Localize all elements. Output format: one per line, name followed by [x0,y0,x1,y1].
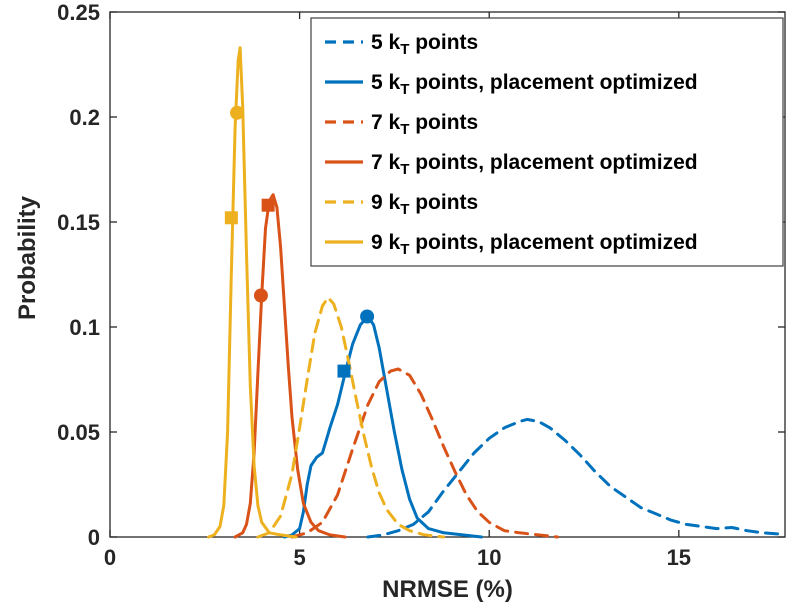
legend-label: 9 kT points [371,191,478,218]
marker-circle [230,105,245,120]
legend-label: 9 kT points, placement optimized [371,231,698,258]
series-line-dashed [290,367,559,539]
y-tick-label: 0.05 [57,420,100,445]
legend-box [310,17,784,267]
series-line-solid [282,315,484,539]
y-tick-label: 0.25 [57,0,100,25]
x-tick-label: 0 [104,545,116,570]
series-line-dashed [366,417,787,539]
x-tick-label: 15 [667,545,691,570]
y-tick-label: 0.2 [69,105,100,130]
x-tick-label: 10 [477,545,501,570]
y-tick-label: 0.15 [57,210,100,235]
legend-label: 5 kT points [371,31,478,58]
series-line-solid [207,46,298,539]
marker-square [337,364,351,378]
legend-label: 7 kT points [371,111,478,138]
y-tick-label: 0 [88,525,100,550]
marker-circle [360,309,375,324]
y-axis-label: Probability [14,195,41,321]
x-tick-label: 5 [293,545,305,570]
marker-circle [253,288,268,303]
series-line-solid [233,193,347,539]
y-tick-label: 0.1 [69,315,100,340]
legend-label: 7 kT points, placement optimized [371,151,698,178]
x-axis-label: NRMSE (%) [382,576,513,603]
plot-border [109,11,786,538]
legend-label: 5 kT points, placement optimized [371,71,698,98]
series-line-dashed [256,296,446,539]
marker-square [224,211,238,225]
marker-square [261,198,275,212]
